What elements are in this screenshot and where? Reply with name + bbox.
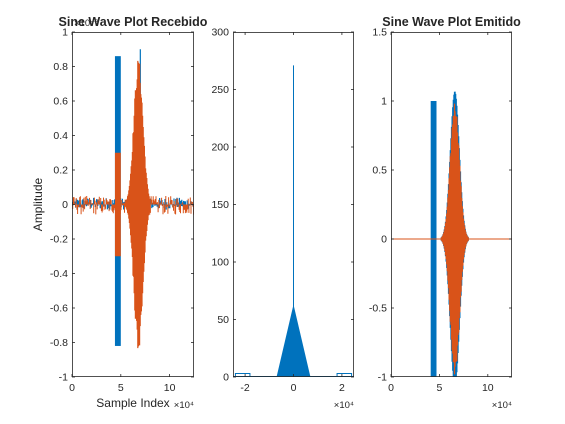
y-tick-label: 250 (211, 84, 229, 96)
plot-marks-1 (72, 49, 194, 349)
y-tick-label: 0.4 (53, 130, 68, 142)
y-tick-label: 1 (381, 96, 387, 108)
y-tick-label: 0 (223, 372, 229, 384)
series-2-chirp (440, 103, 469, 375)
x-tick-label: 0 (69, 382, 75, 394)
y-tick-label: 0.2 (53, 165, 68, 177)
y-tick-label: -0.8 (50, 337, 68, 349)
plot-marks-3 (391, 91, 512, 377)
x-exponent-label: ×10⁴ (334, 400, 354, 411)
y-axis-label: Amplitude (31, 178, 45, 232)
histogram-side-step-1 (234, 373, 251, 377)
y-tick-label: -1 (59, 372, 68, 384)
x-tick-label: 10 (482, 382, 494, 394)
x-tick-label: 0 (291, 382, 297, 394)
x-tick-label: 5 (436, 382, 442, 394)
y-tick-label: 0.8 (53, 61, 68, 73)
series-2-chirp (122, 60, 151, 349)
y-tick-label: 1.5 (372, 27, 387, 39)
y-tick-label: 50 (217, 314, 229, 326)
histogram-side-step-2 (336, 373, 353, 377)
y-tick-label: 300 (211, 27, 229, 39)
y-tick-label: 100 (211, 257, 229, 269)
y-tick-label: 0.5 (372, 165, 387, 177)
y-tick-label: 0 (62, 199, 68, 211)
y-tick-label: -0.4 (50, 268, 68, 280)
chart-title: Sine Wave Plot Emitido (382, 15, 521, 29)
y-tick-label: 0.6 (53, 96, 68, 108)
chart-title: Sine Wave Plot Recebido (59, 15, 208, 29)
y-exponent-label: ×10⁻³ (74, 18, 98, 29)
y-tick-label: -0.6 (50, 303, 68, 315)
x-exponent-label: ×10⁴ (174, 400, 194, 411)
y-tick-label: 0 (381, 234, 387, 246)
y-tick-label: 200 (211, 142, 229, 154)
x-exponent-label: ×10⁴ (492, 400, 512, 411)
x-tick-label: 5 (118, 382, 124, 394)
y-tick-label: 150 (211, 199, 229, 211)
y-tick-label: -0.5 (369, 303, 387, 315)
x-tick-label: 10 (164, 382, 176, 394)
y-tick-label: -1 (378, 372, 387, 384)
y-tick-label: 1 (62, 27, 68, 39)
x-axis-label: Sample Index (96, 396, 169, 410)
x-tick-label: 0 (388, 382, 394, 394)
x-tick-label: -2 (240, 382, 249, 394)
series-2-burst (114, 152, 121, 257)
x-tick-label: 2 (339, 382, 345, 394)
axes-box-3 (391, 32, 512, 377)
y-tick-label: -0.2 (50, 234, 68, 246)
